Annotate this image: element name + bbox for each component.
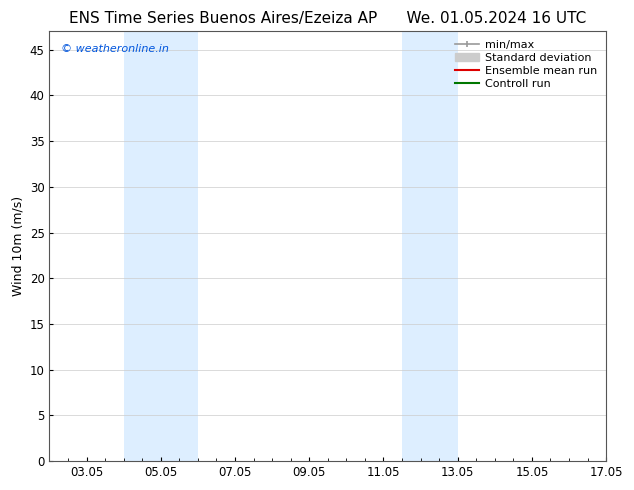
Text: © weatheronline.in: © weatheronline.in — [60, 44, 169, 54]
Legend: min/max, Standard deviation, Ensemble mean run, Controll run: min/max, Standard deviation, Ensemble me… — [451, 37, 600, 92]
Title: ENS Time Series Buenos Aires/Ezeiza AP      We. 01.05.2024 16 UTC: ENS Time Series Buenos Aires/Ezeiza AP W… — [69, 11, 586, 26]
Y-axis label: Wind 10m (m/s): Wind 10m (m/s) — [11, 196, 24, 296]
Bar — [402, 31, 458, 461]
Bar — [124, 31, 198, 461]
